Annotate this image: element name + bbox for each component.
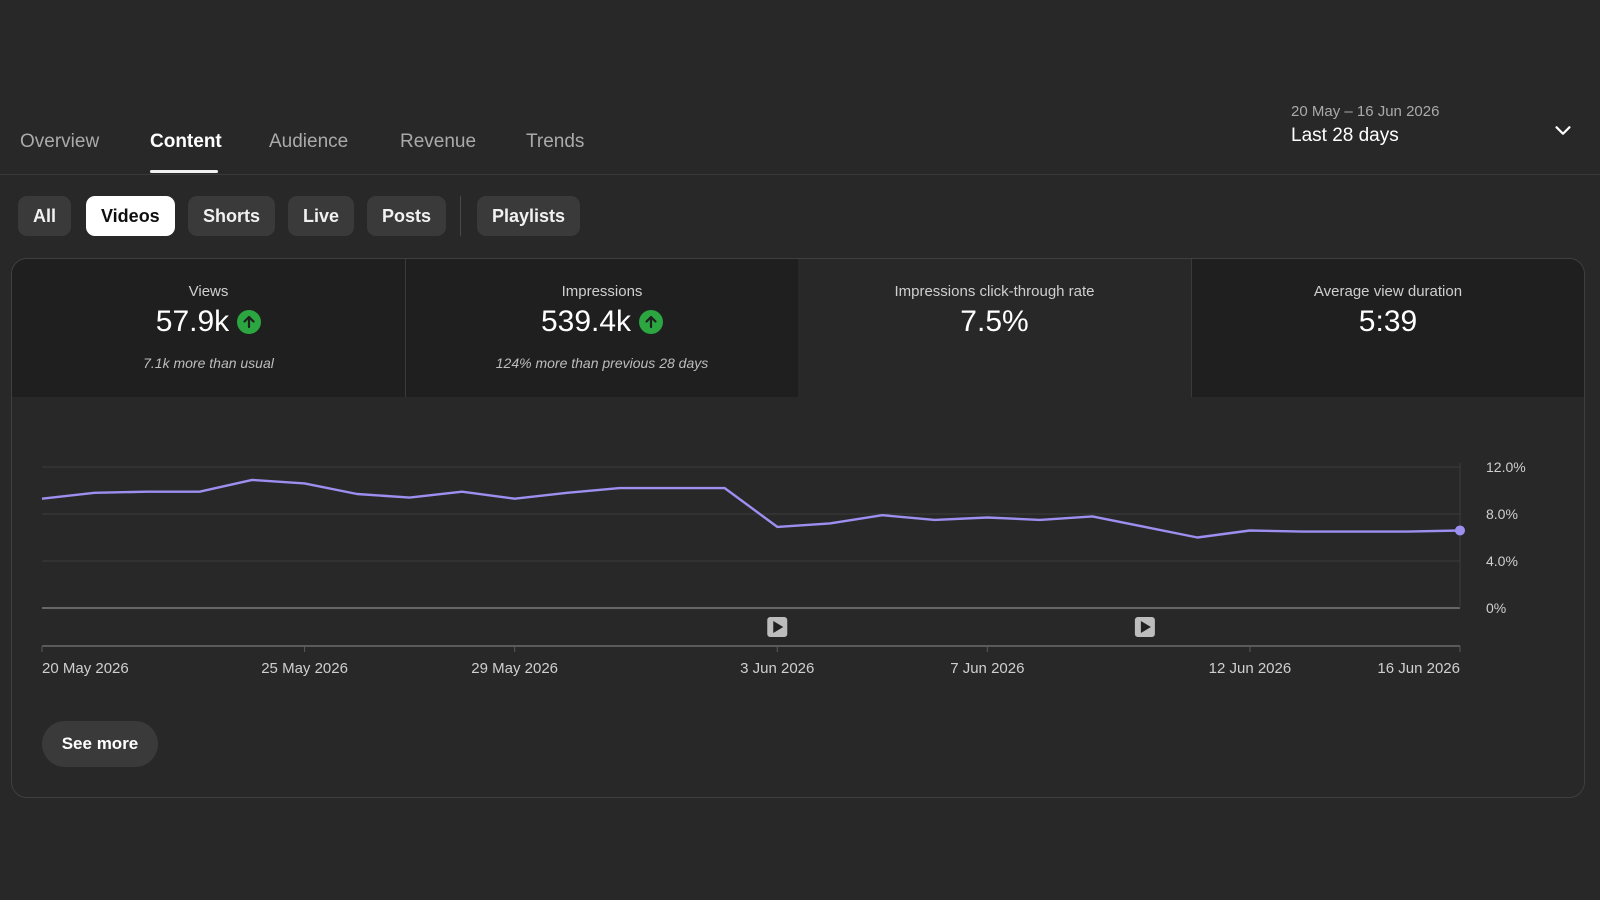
metric-note: 124% more than previous 28 days [495, 355, 709, 371]
chip-videos[interactable]: Videos [86, 196, 175, 236]
tab-revenue[interactable]: Revenue [400, 131, 477, 152]
play-icon [1140, 621, 1151, 633]
play-icon [773, 621, 784, 633]
y-tick-label: 12.0% [1486, 459, 1526, 475]
ctr-line-chart: 0% 4.0% 8.0% 12.0% 20 May 2026 25 May 2026 29 … [41, 459, 1526, 677]
metric-note: 7.1k more than usual [143, 355, 274, 371]
metric-value: 57.9k [155, 305, 230, 338]
metric-ctr[interactable]: Impressions click-through rate 7.5% [798, 259, 1191, 397]
metric-label: Impressions [561, 283, 643, 300]
arrow-up-icon [639, 310, 664, 334]
metric-value: 5:39 [1358, 305, 1418, 338]
metric-views[interactable]: Views 57.9k 7.1k more than usual [12, 259, 405, 397]
date-range-dates: 20 May – 16 Jun 2026 [1291, 103, 1440, 120]
metric-value: 539.4k [540, 305, 632, 338]
chip-playlists[interactable]: Playlists [477, 196, 581, 236]
y-tick-label: 0% [1486, 600, 1506, 616]
x-tick-label: 20 May 2026 [42, 660, 129, 677]
see-more-button[interactable]: See more [42, 721, 158, 767]
metric-value: 7.5% [960, 305, 1029, 338]
x-tick-label: 16 Jun 2026 [1377, 660, 1460, 677]
metric-impressions[interactable]: Impressions 539.4k 124% more than previo… [405, 259, 798, 397]
metric-label: Impressions click-through rate [894, 283, 1095, 300]
chip-live[interactable]: Live [288, 196, 355, 236]
chip-posts[interactable]: Posts [367, 196, 447, 236]
x-tick-label: 3 Jun 2026 [740, 660, 814, 677]
tab-content[interactable]: Content [150, 131, 222, 152]
date-range-picker[interactable]: 20 May – 16 Jun 2026 Last 28 days [1291, 103, 1439, 147]
x-tick-label: 7 Jun 2026 [950, 660, 1024, 677]
metric-label: Views [188, 283, 229, 300]
metrics-card: Views 57.9k 7.1k more than usual Impress… [11, 258, 1585, 798]
tab-overview[interactable]: Overview [20, 131, 100, 152]
date-range-period: Last 28 days [1291, 125, 1399, 146]
analytics-tabs: Overview Content Audience Revenue Trends… [0, 0, 1600, 175]
chip-divider [460, 196, 461, 236]
latest-data-point [1455, 525, 1465, 536]
metric-label: Average view duration [1313, 283, 1463, 300]
tab-trends[interactable]: Trends [526, 131, 585, 152]
y-tick-label: 4.0% [1486, 553, 1518, 569]
tab-audience[interactable]: Audience [269, 131, 349, 152]
metric-avg-view-duration[interactable]: Average view duration 5:39 [1191, 259, 1584, 397]
tab-content-underline [150, 170, 218, 173]
y-tick-label: 8.0% [1486, 506, 1518, 522]
x-tick-label: 12 Jun 2026 [1209, 660, 1292, 677]
x-tick-label: 29 May 2026 [471, 660, 558, 677]
arrow-up-icon [237, 310, 262, 334]
chip-shorts[interactable]: Shorts [188, 196, 276, 236]
series-line [41, 478, 1461, 539]
x-tick-label: 25 May 2026 [261, 660, 348, 677]
chevron-down-icon[interactable] [1552, 120, 1574, 147]
chip-all[interactable]: All [18, 196, 72, 236]
